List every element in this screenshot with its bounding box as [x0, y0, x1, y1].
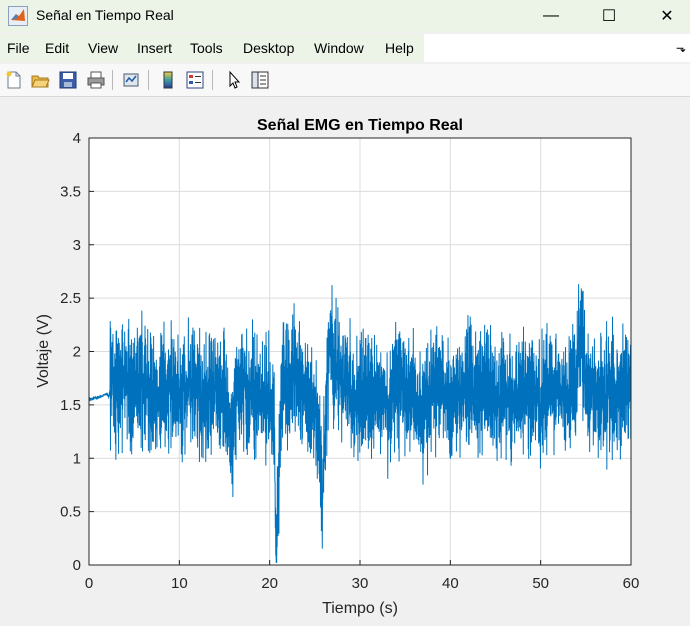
- chart-title: Señal EMG en Tiempo Real: [257, 117, 463, 134]
- y-tick-label: 0.5: [60, 504, 81, 521]
- window-title: Señal en Tiempo Real: [36, 7, 174, 23]
- y-tick-label: 2: [73, 344, 81, 361]
- property-inspector-icon[interactable]: [248, 68, 272, 92]
- x-tick-label: 10: [171, 575, 188, 592]
- x-tick-label: 40: [442, 575, 459, 592]
- legend-icon[interactable]: [183, 68, 207, 92]
- x-tick-label: 0: [85, 575, 93, 592]
- menu-insert[interactable]: Insert: [137, 40, 173, 56]
- x-axis: 0 10 20 30 40 50 60: [85, 560, 640, 592]
- x-tick-label: 50: [532, 575, 549, 592]
- menu-bar: File Edit View Insert Tools Desktop Wind…: [0, 34, 690, 62]
- emg-signal-line: [88, 284, 632, 563]
- y-tick-label: 1.5: [60, 397, 81, 414]
- menu-help[interactable]: Help: [385, 40, 414, 56]
- title-bar: Señal en Tiempo Real — ☐ ✕: [0, 0, 690, 32]
- matlab-app-icon: [8, 6, 28, 26]
- axes-box: [88, 137, 632, 566]
- y-tick-label: 2.5: [60, 290, 81, 307]
- print-icon[interactable]: [84, 68, 108, 92]
- menu-file[interactable]: File: [7, 40, 30, 56]
- new-figure-icon[interactable]: [2, 68, 26, 92]
- y-axis: 0 0.5 1 1.5 2 2.5 3 3.5 4: [60, 130, 94, 574]
- y-tick-label: 3: [73, 237, 81, 254]
- menu-tools[interactable]: Tools: [190, 40, 223, 56]
- y-tick-label: 3.5: [60, 183, 81, 200]
- maximize-button[interactable]: ☐: [601, 8, 617, 25]
- close-button[interactable]: ✕: [660, 8, 674, 25]
- dock-icon[interactable]: ⬎: [675, 41, 686, 55]
- pointer-arrow-icon[interactable]: [222, 68, 246, 92]
- x-tick-label: 20: [261, 575, 278, 592]
- x-tick-label: 60: [623, 575, 640, 592]
- emg-plot: Señal EMG en Tiempo Real 0 10 20 30 40 50 60 0…: [35, 117, 640, 617]
- x-axis-label: Tiempo (s): [322, 600, 398, 617]
- menu-desktop[interactable]: Desktop: [243, 40, 295, 56]
- save-icon[interactable]: [56, 68, 80, 92]
- y-tick-label: 4: [73, 130, 81, 147]
- colorbar-icon[interactable]: [156, 68, 180, 92]
- minimize-button[interactable]: —: [543, 7, 559, 24]
- y-axis-label: Voltaje (V): [35, 314, 52, 388]
- x-tick-label: 30: [352, 575, 369, 592]
- menu-edit[interactable]: Edit: [45, 40, 70, 56]
- menu-window[interactable]: Window: [314, 40, 364, 56]
- y-tick-label: 1: [73, 450, 81, 467]
- figure-canvas: Señal EMG en Tiempo Real 0 10 20 30 40 50 60 0…: [0, 97, 690, 621]
- link-plot-icon[interactable]: [119, 68, 143, 92]
- figure-toolbar: [0, 64, 690, 97]
- y-tick-label: 0: [73, 557, 81, 574]
- open-file-icon[interactable]: [28, 68, 52, 92]
- menu-view[interactable]: View: [88, 40, 119, 56]
